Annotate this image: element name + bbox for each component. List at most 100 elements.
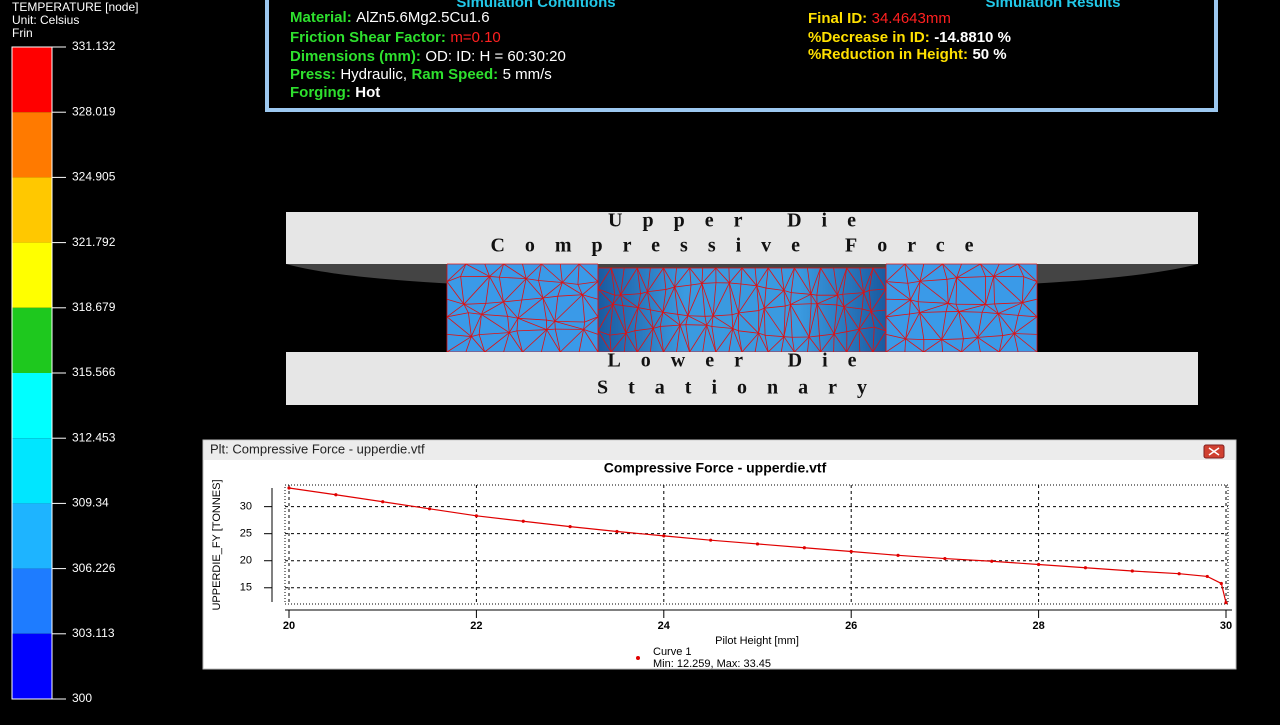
label: Forging: (290, 84, 351, 101)
label: %Reduction in Height: (808, 46, 968, 63)
y-tick-label: 15 (240, 582, 252, 594)
annotation: Min: 12.259, Max: 33.45 (653, 658, 771, 670)
condition-row: Friction Shear Factor: m=0.10 (290, 29, 501, 46)
condition-row: Material: AlZn5.6Mg2.5Cu1.6 (290, 9, 490, 26)
level-label: 331.132 (72, 39, 116, 53)
color-band (12, 503, 52, 568)
x-tick-label: 22 (470, 620, 482, 632)
legend-unit: Unit: Celsius (12, 13, 79, 27)
legend-entry: Curve 1 (653, 646, 692, 658)
curve-point (615, 530, 618, 533)
value: Hydraulic, (340, 66, 407, 83)
label: Ram Speed: (411, 66, 498, 83)
level-label: 309.34 (72, 496, 109, 510)
curve-point (756, 542, 759, 545)
close-button[interactable] (1204, 445, 1224, 458)
curve-point (709, 539, 712, 542)
y-tick-label: 25 (240, 528, 252, 540)
die-label: Upper Die (608, 210, 876, 232)
mesh-edge (547, 329, 556, 330)
level-label: 306.226 (72, 561, 116, 575)
chart-title: Compressive Force - upperdie.vtf (604, 460, 827, 476)
curve-point (475, 514, 478, 517)
level-label: 321.792 (72, 235, 116, 249)
x-tick-label: 26 (845, 620, 857, 632)
level-label: 328.019 (72, 104, 116, 118)
label: Press: (290, 66, 336, 83)
legend-title: TEMPERATURE [node] (12, 0, 138, 14)
condition-row: Press: Hydraulic, Ram Speed: 5 mm/s (290, 66, 552, 83)
label: Friction Shear Factor: (290, 29, 446, 46)
value: m=0.10 (450, 29, 500, 46)
mesh-edge (986, 304, 995, 305)
curve-point (803, 546, 806, 549)
curve-point (990, 560, 993, 563)
color-band (12, 177, 52, 242)
result-row: %Decrease in ID: -14.8810 % (808, 29, 1011, 46)
value: 34.4643mm (872, 10, 951, 27)
die-label: Compressive Force (490, 235, 993, 257)
x-tick-label: 20 (283, 620, 295, 632)
color-band (12, 47, 52, 112)
condition-row: Dimensions (mm): OD: ID: H = 60:30:20 (290, 48, 566, 65)
color-band (12, 308, 52, 373)
x-axis-label: Pilot Height [mm] (715, 635, 799, 647)
die-label: Lower Die (607, 350, 876, 372)
label: Final ID: (808, 10, 867, 27)
label: Dimensions (mm): (290, 48, 421, 65)
level-label: 303.113 (72, 626, 115, 640)
curve-point (522, 520, 525, 523)
color-band (12, 569, 52, 634)
legend-label: Frin (12, 26, 33, 40)
level-label: 312.453 (72, 430, 116, 444)
label: %Decrease in ID: (808, 29, 930, 46)
color-band (12, 243, 52, 308)
x-tick-label: 30 (1220, 620, 1232, 632)
curve-point (850, 550, 853, 553)
condition-row: Forging: Hot (290, 84, 380, 101)
curve-point (569, 525, 572, 528)
value: 50 % (972, 46, 1006, 63)
curve-point (1131, 569, 1134, 572)
legend-swatch (636, 656, 640, 660)
curve-point (1084, 566, 1087, 569)
level-label: 315.566 (72, 365, 116, 379)
window-title: Plt: Compressive Force - upperdie.vtf (210, 441, 425, 456)
y-tick-label: 30 (240, 501, 252, 513)
die-label: Stationary (597, 377, 887, 399)
level-label: 324.905 (72, 170, 116, 184)
y-tick-label: 20 (240, 555, 252, 567)
color-band (12, 634, 52, 699)
color-band (12, 373, 52, 438)
results-title: Simulation Results (985, 0, 1120, 11)
x-tick-label: 24 (658, 620, 671, 632)
curve-point (381, 500, 384, 503)
curve-point (1220, 582, 1223, 585)
level-label: 300 (72, 691, 92, 705)
curve-point (896, 554, 899, 557)
y-axis-label: UPPERDIE_FY [TONNES] (211, 479, 223, 610)
color-band (12, 438, 52, 503)
curve-point (943, 557, 946, 560)
curve-point (1206, 575, 1209, 578)
curve-point (1224, 601, 1227, 604)
curve-point (428, 507, 431, 510)
color-band (12, 112, 52, 177)
value: 5 mm/s (503, 66, 552, 83)
result-row: Final ID: 34.4643mm (808, 10, 951, 27)
value: Hot (355, 84, 380, 101)
value: OD: ID: H = 60:30:20 (425, 48, 566, 65)
curve-point (287, 486, 290, 489)
result-row: %Reduction in Height: 50 % (808, 46, 1007, 63)
curve-point (1037, 563, 1040, 566)
label: Material: (290, 9, 352, 26)
level-label: 318.679 (72, 300, 116, 314)
x-tick-label: 28 (1032, 620, 1044, 632)
curve-point (662, 534, 665, 537)
value: -14.8810 % (934, 29, 1011, 46)
value: AlZn5.6Mg2.5Cu1.6 (356, 9, 489, 26)
conditions-panel: Simulation Conditions Simulation Results… (267, 0, 1216, 110)
plot-window: Plt: Compressive Force - upperdie.vtf Co… (203, 440, 1236, 670)
curve-point (334, 493, 337, 496)
